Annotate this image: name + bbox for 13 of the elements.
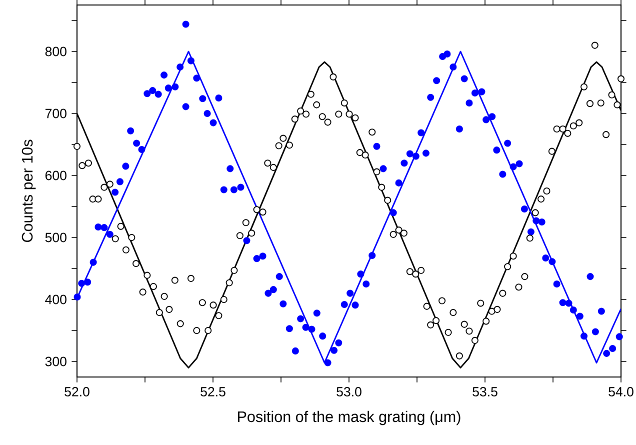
- y-tick-label: 500: [45, 232, 66, 242]
- x-tick-label: 52.5: [200, 387, 226, 396]
- y-tick-label: 400: [45, 294, 66, 304]
- y-tick-label: 600: [45, 170, 66, 180]
- x-tick-label: 53.5: [472, 387, 498, 396]
- y-tick-label: 700: [45, 108, 66, 118]
- y-axis-title: Counts per 10s: [22, 140, 36, 242]
- y-tick-label: 300: [45, 356, 66, 366]
- x-tick-label: 52.0: [64, 387, 90, 396]
- x-tick-label: 53.0: [336, 387, 362, 396]
- x-tick-label: 54.0: [608, 387, 634, 396]
- x-axis-title: Position of the mask grating (μm): [238, 410, 460, 426]
- y-tick-label: 800: [45, 46, 66, 56]
